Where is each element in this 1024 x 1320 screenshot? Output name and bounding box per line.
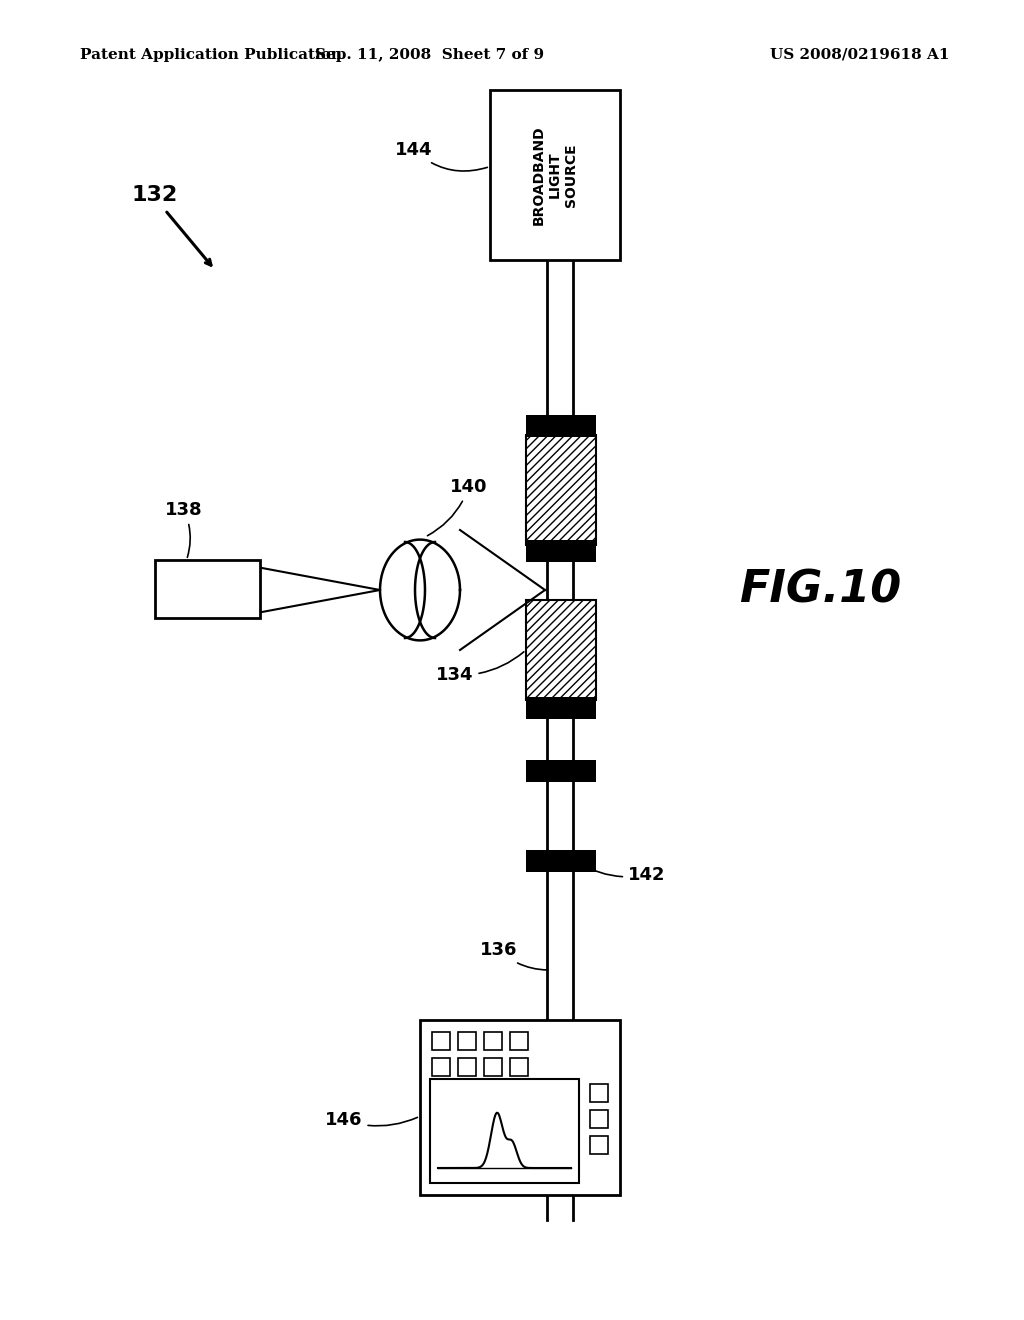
Text: Sep. 11, 2008  Sheet 7 of 9: Sep. 11, 2008 Sheet 7 of 9 — [315, 48, 545, 62]
Bar — [484, 1032, 502, 1049]
Bar — [155, 560, 260, 618]
Bar — [590, 1110, 608, 1129]
Bar — [526, 436, 596, 545]
Text: 134: 134 — [436, 652, 524, 684]
Text: FIG.10: FIG.10 — [739, 569, 901, 611]
Bar — [458, 1059, 476, 1076]
Text: Patent Application Publication: Patent Application Publication — [80, 48, 342, 62]
Text: 140: 140 — [427, 478, 487, 536]
Bar — [590, 1084, 608, 1102]
Text: 138: 138 — [165, 502, 203, 557]
Text: 136: 136 — [480, 941, 547, 970]
Text: 144: 144 — [395, 141, 487, 172]
Text: 132: 132 — [132, 185, 178, 205]
Bar — [510, 1059, 528, 1076]
Text: BROADBAND
LIGHT
SOURCE: BROADBAND LIGHT SOURCE — [531, 125, 579, 224]
Bar — [526, 697, 596, 719]
Bar — [432, 1032, 450, 1049]
Bar — [430, 1078, 579, 1183]
Bar — [484, 1059, 502, 1076]
Bar — [432, 1059, 450, 1076]
Bar — [510, 1032, 528, 1049]
Bar — [526, 414, 596, 437]
Text: US 2008/0219618 A1: US 2008/0219618 A1 — [770, 48, 950, 62]
Bar — [526, 540, 596, 562]
Bar — [526, 850, 596, 873]
Bar — [490, 90, 620, 260]
Bar — [458, 1032, 476, 1049]
Bar — [590, 1137, 608, 1154]
Bar — [526, 760, 596, 781]
Bar — [526, 601, 596, 700]
Text: 146: 146 — [325, 1111, 418, 1129]
Bar — [420, 1020, 620, 1195]
Text: 142: 142 — [579, 862, 666, 884]
